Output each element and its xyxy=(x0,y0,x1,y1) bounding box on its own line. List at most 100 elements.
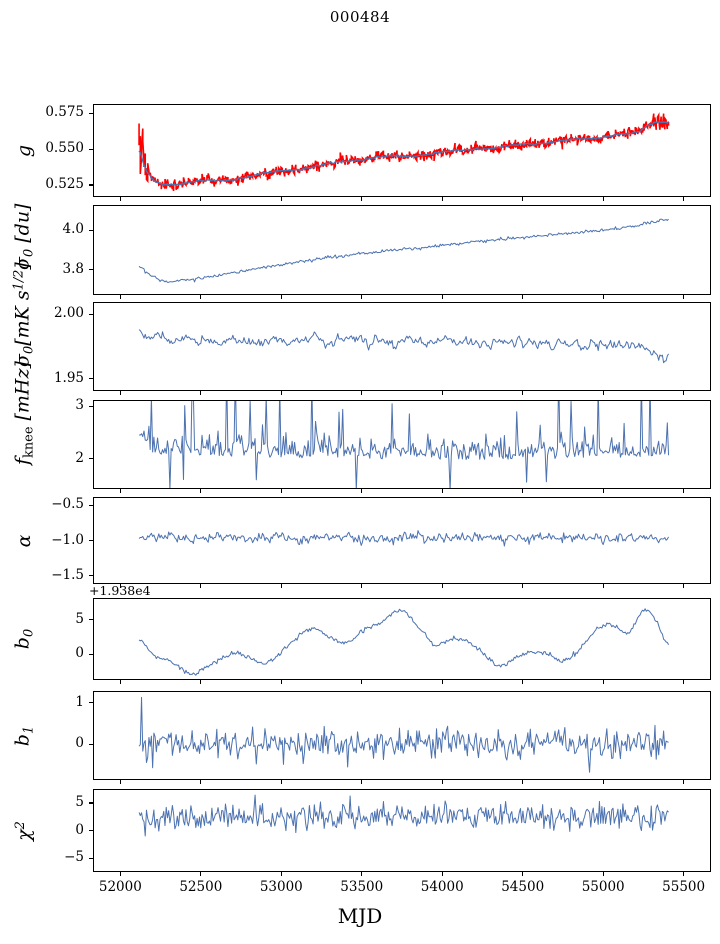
ytick-label-b0-0: 5 xyxy=(75,610,84,627)
xtick-mark xyxy=(683,780,685,784)
ytick-label-sigma0_du-1: 3.8 xyxy=(62,260,84,277)
xtick-label-53000: 53000 xyxy=(259,879,303,895)
ytick-label-alpha-2: −1.5 xyxy=(51,566,84,583)
xtick-mark xyxy=(119,489,121,493)
xtick-mark xyxy=(683,489,685,493)
ylabel-chi2: χ2 xyxy=(13,820,35,841)
xtick-mark xyxy=(441,780,443,784)
xtick-mark xyxy=(119,391,121,395)
xtick-mark xyxy=(361,584,363,588)
xtick-mark xyxy=(200,197,202,201)
ytick-mark xyxy=(89,504,93,507)
plot-panel-chi2 xyxy=(93,789,711,872)
ytick-mark xyxy=(89,619,93,621)
ytick-mark xyxy=(89,184,93,186)
xtick-mark xyxy=(441,872,443,876)
model-trace-blue xyxy=(139,401,670,488)
trace-fknee xyxy=(139,401,670,488)
ytick-mark xyxy=(89,148,93,150)
xtick-mark xyxy=(119,295,121,299)
ytick-mark xyxy=(89,269,93,271)
ytick-mark xyxy=(89,575,93,577)
xtick-mark xyxy=(683,872,685,876)
trace-g xyxy=(138,112,670,192)
model-trace-blue xyxy=(138,120,670,187)
xtick-mark xyxy=(602,584,604,588)
xtick-mark xyxy=(200,584,202,588)
ytick-mark xyxy=(89,830,93,832)
ytick-label-chi2-0: 5 xyxy=(75,793,84,810)
ytick-label-sigma0_mK-1: 1.95 xyxy=(53,369,84,386)
xtick-mark xyxy=(119,780,121,784)
xtick-mark xyxy=(522,680,524,684)
plot-panel-sigma0_mK xyxy=(93,302,711,391)
xtick-mark xyxy=(200,489,202,493)
xtick-mark xyxy=(280,872,282,876)
xtick-label-52500: 52500 xyxy=(179,879,223,895)
model-trace-blue xyxy=(138,794,669,837)
model-trace-blue xyxy=(138,696,669,773)
xtick-mark xyxy=(119,872,121,876)
xtick-mark xyxy=(280,197,282,201)
xtick-mark xyxy=(522,489,524,493)
trace-chi2 xyxy=(138,794,669,837)
xtick-mark xyxy=(361,780,363,784)
xtick-mark xyxy=(602,295,604,299)
xtick-mark xyxy=(441,489,443,493)
ytick-mark xyxy=(89,313,93,315)
xtick-mark xyxy=(683,584,685,588)
plot-panel-g xyxy=(93,104,711,197)
xtick-mark xyxy=(522,780,524,784)
xtick-label-54000: 54000 xyxy=(420,879,464,895)
xtick-label-55500: 55500 xyxy=(662,879,706,895)
ytick-label-g-1: 0.550 xyxy=(45,140,84,157)
xtick-mark xyxy=(683,680,685,684)
ytick-label-alpha-1: −1.0 xyxy=(51,531,84,548)
ylabel-g: g xyxy=(13,144,35,157)
xtick-mark xyxy=(361,872,363,876)
xtick-mark xyxy=(522,197,524,201)
ytick-mark xyxy=(89,802,93,804)
xtick-mark xyxy=(602,391,604,395)
trace-alpha xyxy=(138,530,669,547)
ytick-mark xyxy=(89,743,93,745)
ylabel-alpha: α xyxy=(13,534,35,547)
xtick-mark xyxy=(441,680,443,684)
xtick-mark xyxy=(441,295,443,299)
xtick-mark xyxy=(361,391,363,395)
xtick-mark xyxy=(280,584,282,588)
ytick-label-b1-1: 0 xyxy=(75,735,84,752)
xtick-mark xyxy=(602,872,604,876)
xtick-label-53500: 53500 xyxy=(340,879,384,895)
ytick-label-fknee-0: 3 xyxy=(75,397,84,414)
xtick-mark xyxy=(119,680,121,684)
xtick-mark xyxy=(683,197,685,201)
ytick-mark xyxy=(89,112,93,114)
ylabel-fknee: fknee [mHz] xyxy=(11,360,37,465)
ytick-label-alpha-0: −0.5 xyxy=(51,496,84,513)
xaxis-label: MJD xyxy=(337,904,383,928)
trace-sigma0_du xyxy=(138,218,669,283)
xtick-mark xyxy=(361,197,363,201)
xtick-mark xyxy=(361,489,363,493)
xtick-mark xyxy=(200,391,202,395)
trace-b1 xyxy=(138,696,669,773)
plot-panel-alpha xyxy=(93,497,711,584)
xtick-mark xyxy=(200,780,202,784)
xtick-mark xyxy=(602,489,604,493)
xtick-mark xyxy=(280,780,282,784)
ytick-mark xyxy=(89,540,93,542)
xtick-mark xyxy=(683,391,685,395)
ytick-label-g-0: 0.575 xyxy=(45,104,84,121)
model-trace-blue xyxy=(138,608,669,676)
ytick-label-chi2-1: 0 xyxy=(75,821,84,838)
model-trace-blue xyxy=(138,530,669,547)
xtick-mark xyxy=(522,584,524,588)
xtick-mark xyxy=(280,489,282,493)
xtick-mark xyxy=(522,295,524,299)
xtick-mark xyxy=(361,295,363,299)
xtick-mark xyxy=(280,295,282,299)
ylabel-b1: b1 xyxy=(11,725,37,746)
xtick-mark xyxy=(522,391,524,395)
